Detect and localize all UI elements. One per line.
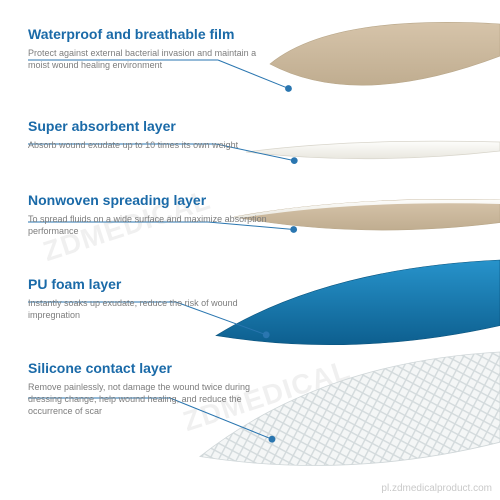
layer-title: Nonwoven spreading layer (28, 192, 268, 209)
layer-desc: Absorb wound exudate up to 10 times its … (28, 139, 268, 151)
footer-link: pl.zdmedicalproduct.com (381, 483, 492, 494)
layer-desc: Instantly soaks up exudate, reduce the r… (28, 297, 268, 321)
layer-title: PU foam layer (28, 276, 268, 293)
layer-shape-nonwoven (234, 199, 500, 230)
layer-shape-film (270, 22, 500, 85)
layer-title: Silicone contact layer (28, 360, 268, 377)
layer-desc: To spread fluids on a wide surface and m… (28, 213, 268, 237)
section-film: Waterproof and breathable film Protect a… (28, 26, 268, 71)
section-nonwoven: Nonwoven spreading layer To spread fluid… (28, 192, 268, 237)
layer-title: Super absorbent layer (28, 118, 268, 135)
layer-desc: Remove painlessly, not damage the wound … (28, 381, 268, 417)
layer-shapes (0, 0, 500, 500)
section-absorbent: Super absorbent layer Absorb wound exuda… (28, 118, 268, 151)
layer-desc: Protect against external bacterial invas… (28, 47, 268, 71)
section-silicone: Silicone contact layer Remove painlessly… (28, 360, 268, 417)
layer-title: Waterproof and breathable film (28, 26, 268, 43)
section-pu: PU foam layer Instantly soaks up exudate… (28, 276, 268, 321)
layer-shape-absorbent (246, 141, 500, 159)
